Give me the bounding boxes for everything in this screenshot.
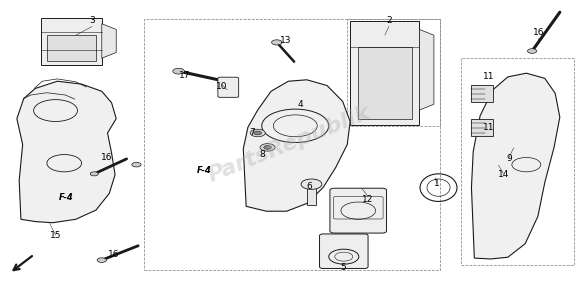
Circle shape <box>527 49 537 53</box>
Circle shape <box>250 129 265 137</box>
Text: 14: 14 <box>497 170 509 179</box>
Text: 3: 3 <box>89 16 95 25</box>
Text: 17: 17 <box>179 71 190 80</box>
Text: F-4: F-4 <box>197 166 212 175</box>
Text: 16: 16 <box>101 153 112 162</box>
Text: 10: 10 <box>215 82 227 92</box>
Text: 16: 16 <box>108 250 119 259</box>
Circle shape <box>264 145 272 149</box>
Bar <box>461 58 574 265</box>
Polygon shape <box>471 73 560 259</box>
FancyBboxPatch shape <box>330 188 387 233</box>
Circle shape <box>97 258 107 262</box>
Bar <box>144 19 439 270</box>
Circle shape <box>272 40 282 45</box>
Polygon shape <box>350 21 419 125</box>
Text: F-4: F-4 <box>58 193 74 202</box>
Circle shape <box>173 68 184 74</box>
Polygon shape <box>419 29 434 110</box>
Circle shape <box>132 162 141 167</box>
Polygon shape <box>243 80 350 211</box>
Circle shape <box>90 172 98 176</box>
Text: 11: 11 <box>483 73 494 81</box>
Text: PartsRepublik: PartsRepublik <box>206 103 373 186</box>
Text: 16: 16 <box>533 28 545 37</box>
Text: 15: 15 <box>50 231 61 240</box>
Polygon shape <box>358 47 412 118</box>
Text: 13: 13 <box>280 36 292 45</box>
Text: 5: 5 <box>340 263 346 272</box>
Text: 8: 8 <box>259 150 265 159</box>
Polygon shape <box>102 24 116 58</box>
FancyBboxPatch shape <box>218 77 239 97</box>
Text: 2: 2 <box>386 16 391 25</box>
Text: 12: 12 <box>362 195 373 204</box>
Polygon shape <box>17 81 116 223</box>
FancyBboxPatch shape <box>471 85 493 102</box>
Text: 9: 9 <box>506 154 512 163</box>
Polygon shape <box>47 35 96 61</box>
Bar <box>347 19 439 126</box>
Text: 4: 4 <box>297 100 303 109</box>
Text: 6: 6 <box>307 182 313 191</box>
Polygon shape <box>41 18 102 65</box>
Polygon shape <box>307 184 316 205</box>
Circle shape <box>254 131 262 135</box>
Circle shape <box>260 144 275 151</box>
Text: 1: 1 <box>434 179 439 188</box>
Text: 11: 11 <box>483 123 494 132</box>
Text: 7: 7 <box>249 129 255 138</box>
FancyBboxPatch shape <box>471 118 493 136</box>
FancyBboxPatch shape <box>320 234 368 268</box>
Circle shape <box>301 179 322 189</box>
